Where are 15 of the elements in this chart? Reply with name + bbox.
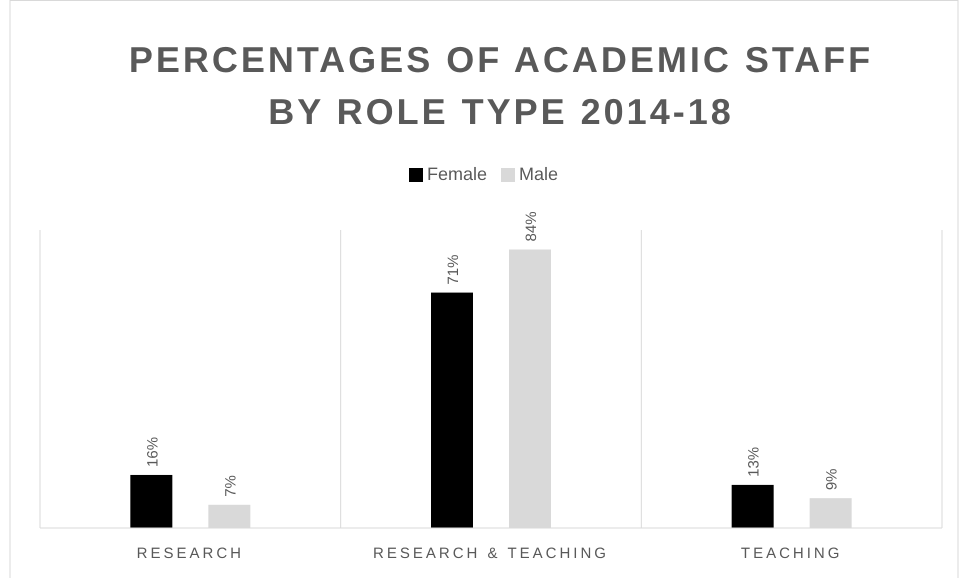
data-label: 13% [746,446,763,477]
legend-label: Female [427,164,488,184]
data-label: 16% [144,436,162,467]
x-tick-label: RESEARCH [136,545,244,562]
legend-label: Male [519,164,558,184]
bar [431,292,473,528]
data-label: 84% [523,211,540,242]
x-tick-label: TEACHING [740,545,842,562]
data-label: 9% [824,468,841,490]
x-tick-label: RESEARCH & TEACHING [373,545,609,562]
bar [130,474,172,528]
chart-title: PERCENTAGES OF ACADEMIC STAFF BY ROLE TYPE 2014-18 [128,39,874,132]
bar [732,484,774,528]
data-label: 71% [445,254,462,285]
data-label: 7% [222,475,240,497]
